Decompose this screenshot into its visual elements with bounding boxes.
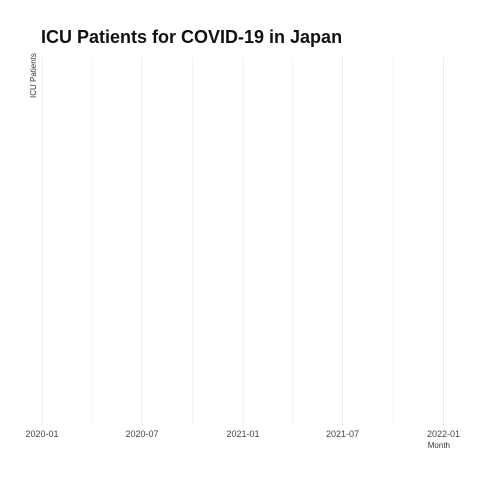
grid-lines (41, 57, 444, 426)
chart-title: ICU Patients for COVID-19 in Japan (41, 27, 342, 47)
x-tick-label: 2022-01 (427, 429, 460, 439)
x-axis-label: Month (428, 441, 450, 450)
x-tick-label: 2021-01 (226, 429, 259, 439)
x-tick-label: 2020-01 (25, 429, 58, 439)
x-tick-label: 2020-07 (125, 429, 158, 439)
x-tick-label: 2021-07 (326, 429, 359, 439)
x-axis-ticks: 2020-01 2020-07 2021-01 2021-07 2022-01 (25, 429, 460, 439)
y-axis-label: ICU Patients (29, 53, 38, 98)
